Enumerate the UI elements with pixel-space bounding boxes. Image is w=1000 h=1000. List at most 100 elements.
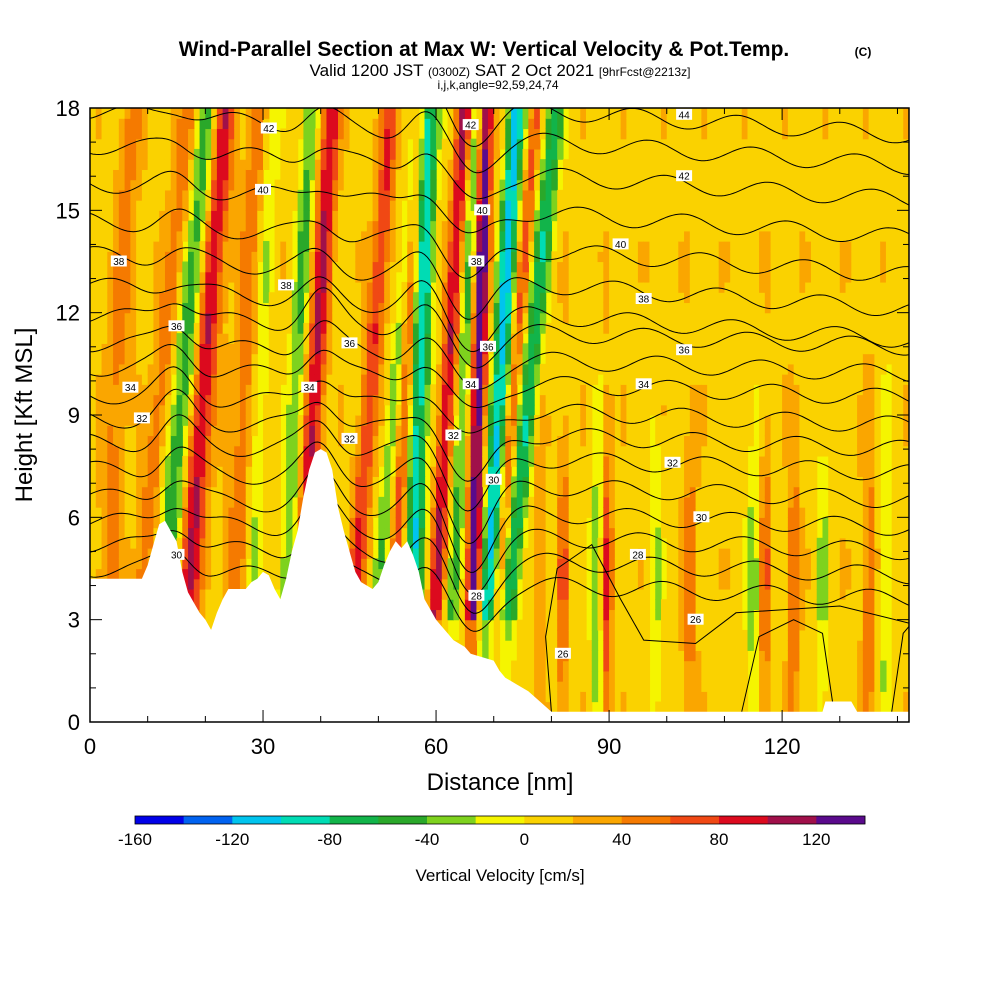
velocity-cell xyxy=(291,486,299,498)
velocity-cell xyxy=(389,312,397,324)
velocity-cell xyxy=(557,118,564,130)
velocity-cell xyxy=(586,261,593,273)
velocity-cell xyxy=(164,415,172,426)
velocity-cell xyxy=(222,261,230,273)
velocity-cell xyxy=(459,404,466,416)
velocity-cell xyxy=(516,466,524,477)
velocity-cell xyxy=(343,138,351,150)
velocity-cell xyxy=(118,292,126,304)
velocity-cell xyxy=(464,353,472,365)
velocity-cell xyxy=(476,179,483,191)
velocity-cell xyxy=(586,363,593,375)
velocity-cell xyxy=(487,425,495,437)
chart-subtitle: Valid 1200 JST (0300Z) SAT 2 Oct 2021 [9… xyxy=(310,61,691,80)
velocity-cell xyxy=(447,251,454,263)
velocity-cell xyxy=(574,343,581,355)
velocity-cell xyxy=(614,466,622,477)
velocity-cell xyxy=(493,200,501,211)
velocity-cell xyxy=(309,415,316,426)
velocity-cell xyxy=(539,200,547,211)
velocity-cell xyxy=(188,353,195,365)
velocity-cell xyxy=(476,148,483,160)
velocity-cell xyxy=(499,179,506,191)
velocity-cell xyxy=(193,415,201,426)
velocity-cell xyxy=(522,230,529,242)
velocity-cell xyxy=(332,148,339,160)
velocity-cell xyxy=(193,271,201,283)
velocity-cell xyxy=(522,200,529,211)
velocity-cell xyxy=(130,363,137,375)
velocity-cell xyxy=(476,384,483,396)
velocity-cell xyxy=(366,435,374,447)
velocity-cell xyxy=(574,619,581,631)
velocity-cell xyxy=(580,312,587,324)
velocity-cell xyxy=(245,445,253,457)
velocity-cell xyxy=(562,189,570,201)
velocity-cell xyxy=(574,558,581,570)
velocity-cell xyxy=(470,640,478,651)
velocity-cell xyxy=(297,322,304,334)
velocity-cell xyxy=(170,148,178,160)
velocity-cell xyxy=(557,322,564,334)
velocity-cell xyxy=(101,189,108,201)
velocity-cell xyxy=(314,394,322,406)
velocity-cell xyxy=(580,527,587,539)
velocity-cell xyxy=(574,650,581,662)
velocity-cell xyxy=(164,179,172,191)
velocity-cell xyxy=(562,640,570,651)
velocity-cell xyxy=(141,353,149,365)
velocity-cell xyxy=(263,148,270,160)
velocity-cell xyxy=(291,415,299,426)
velocity-cell xyxy=(147,128,155,140)
velocity-cell xyxy=(482,292,489,304)
velocity-cell xyxy=(574,578,581,590)
velocity-cell xyxy=(522,169,529,181)
velocity-cell xyxy=(349,302,356,314)
velocity-cell xyxy=(280,343,287,355)
velocity-cell xyxy=(211,374,218,385)
velocity-cell xyxy=(614,322,622,334)
velocity-cell xyxy=(511,404,518,416)
velocity-cell xyxy=(597,230,604,242)
velocity-cell xyxy=(545,108,553,119)
velocity-cell xyxy=(286,261,293,273)
velocity-cell xyxy=(314,302,322,314)
velocity-cell xyxy=(113,537,120,549)
velocity-cell xyxy=(113,558,120,570)
velocity-cell xyxy=(291,374,299,385)
velocity-cell xyxy=(487,200,495,211)
velocity-cell xyxy=(147,466,155,477)
velocity-cell xyxy=(487,312,495,324)
velocity-cell xyxy=(436,599,443,611)
velocity-cell xyxy=(424,404,431,416)
velocity-cell xyxy=(343,230,351,242)
velocity-cell xyxy=(562,271,570,283)
velocity-cell xyxy=(234,384,241,396)
velocity-cell xyxy=(389,486,397,498)
velocity-cell xyxy=(620,363,627,375)
velocity-cell xyxy=(280,374,287,385)
velocity-cell xyxy=(511,128,518,140)
velocity-cell xyxy=(493,138,501,150)
velocity-cell xyxy=(551,619,558,631)
velocity-cell xyxy=(493,189,501,201)
velocity-cell xyxy=(130,466,137,477)
velocity-cell xyxy=(562,599,570,611)
velocity-cell xyxy=(355,220,362,232)
velocity-cell xyxy=(245,476,253,488)
velocity-cell xyxy=(505,578,512,590)
velocity-cell xyxy=(147,537,155,549)
velocity-cell xyxy=(141,148,149,160)
velocity-cell xyxy=(234,333,241,344)
velocity-cell xyxy=(505,251,512,263)
velocity-cell xyxy=(412,108,420,119)
velocity-cell xyxy=(170,363,178,375)
velocity-cell xyxy=(216,241,224,252)
velocity-cell xyxy=(343,312,351,324)
velocity-cell xyxy=(205,363,212,375)
velocity-cell xyxy=(580,169,587,181)
velocity-cell xyxy=(274,404,281,416)
velocity-cell xyxy=(591,200,599,211)
velocity-cell xyxy=(580,650,587,662)
velocity-cell xyxy=(412,394,420,406)
